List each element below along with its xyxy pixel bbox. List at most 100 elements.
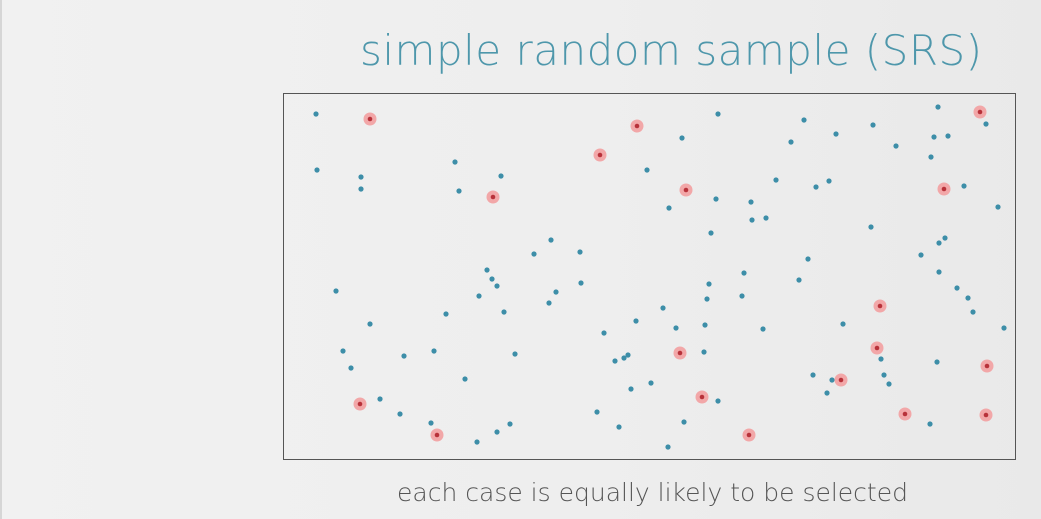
population-point: [702, 322, 708, 328]
population-point: [452, 159, 458, 165]
population-point: [942, 235, 948, 241]
population-point: [829, 377, 835, 383]
population-point: [773, 177, 779, 183]
population-point: [553, 289, 559, 295]
population-point: [333, 288, 339, 294]
population-point: [983, 121, 989, 127]
sampled-point: [834, 373, 848, 387]
sampled-point-core: [699, 394, 705, 400]
sampled-point: [695, 390, 709, 404]
slide-edge: [0, 0, 2, 519]
population-point: [715, 111, 721, 117]
population-point: [918, 252, 924, 258]
population-point: [840, 321, 846, 327]
population-point: [881, 372, 887, 378]
sampled-point: [937, 182, 951, 196]
sampled-point: [679, 183, 693, 197]
population-point: [970, 309, 976, 315]
population-point: [489, 276, 495, 282]
population-point: [548, 237, 554, 243]
population-point: [377, 396, 383, 402]
population-point: [314, 167, 320, 173]
sampled-point: [353, 397, 367, 411]
sample-diagram: [313, 104, 1007, 450]
population-frame: [283, 93, 1016, 460]
population-point: [927, 421, 933, 427]
sampled-point-core: [683, 187, 689, 193]
population-point: [665, 444, 671, 450]
population-point: [824, 390, 830, 396]
sampled-point-core: [877, 303, 883, 309]
sampled-point-core: [634, 123, 640, 129]
sampled-point-core: [983, 412, 989, 418]
population-point: [367, 321, 373, 327]
population-point: [801, 117, 807, 123]
population-point: [443, 311, 449, 317]
population-point: [612, 358, 618, 364]
sampled-point: [673, 346, 687, 360]
sampled-point: [630, 119, 644, 133]
population-point: [507, 421, 513, 427]
slide-caption: each case is equally likely to be select…: [397, 478, 908, 507]
sampled-point-core: [490, 194, 496, 200]
population-point: [954, 285, 960, 291]
slide-title: simple random sample (SRS): [360, 26, 983, 75]
sampled-point-core: [677, 350, 683, 356]
population-point: [633, 318, 639, 324]
population-point: [428, 420, 434, 426]
sampled-point-core: [977, 109, 983, 115]
population-points: [313, 104, 1007, 450]
sampled-point: [430, 428, 444, 442]
population-point: [660, 305, 666, 311]
sampled-point-core: [746, 432, 752, 438]
population-point: [741, 270, 747, 276]
population-point: [788, 139, 794, 145]
population-point: [648, 380, 654, 386]
sampled-point-core: [367, 116, 373, 122]
population-point: [501, 309, 507, 315]
population-point: [498, 173, 504, 179]
population-point: [546, 300, 552, 306]
population-point: [701, 349, 707, 355]
population-point: [625, 352, 631, 358]
population-point: [578, 280, 584, 286]
population-point: [340, 348, 346, 354]
sampled-point-core: [874, 345, 880, 351]
population-point: [936, 269, 942, 275]
population-point: [704, 296, 710, 302]
population-point: [397, 411, 403, 417]
population-point: [531, 251, 537, 257]
population-point: [826, 178, 832, 184]
population-point: [512, 351, 518, 357]
population-point: [679, 135, 685, 141]
sampled-point: [742, 428, 756, 442]
population-point: [760, 326, 766, 332]
sampled-point: [898, 407, 912, 421]
population-point: [886, 381, 892, 387]
population-point: [961, 183, 967, 189]
population-point: [476, 293, 482, 299]
sampled-point: [873, 299, 887, 313]
population-point: [601, 330, 607, 336]
population-point: [715, 398, 721, 404]
population-point: [628, 386, 634, 392]
population-point: [936, 240, 942, 246]
population-point: [934, 359, 940, 365]
population-point: [708, 230, 714, 236]
population-point: [666, 205, 672, 211]
population-point: [313, 111, 319, 117]
population-point: [706, 281, 712, 287]
population-point: [893, 143, 899, 149]
population-point: [878, 356, 884, 362]
population-point: [348, 365, 354, 371]
population-point: [462, 376, 468, 382]
sampled-points: [353, 105, 994, 442]
population-point: [935, 104, 941, 110]
population-point: [995, 204, 1001, 210]
population-point: [805, 256, 811, 262]
population-point: [494, 429, 500, 435]
sampled-point-core: [838, 377, 844, 383]
sampled-point-core: [597, 152, 603, 158]
population-point: [484, 267, 490, 273]
